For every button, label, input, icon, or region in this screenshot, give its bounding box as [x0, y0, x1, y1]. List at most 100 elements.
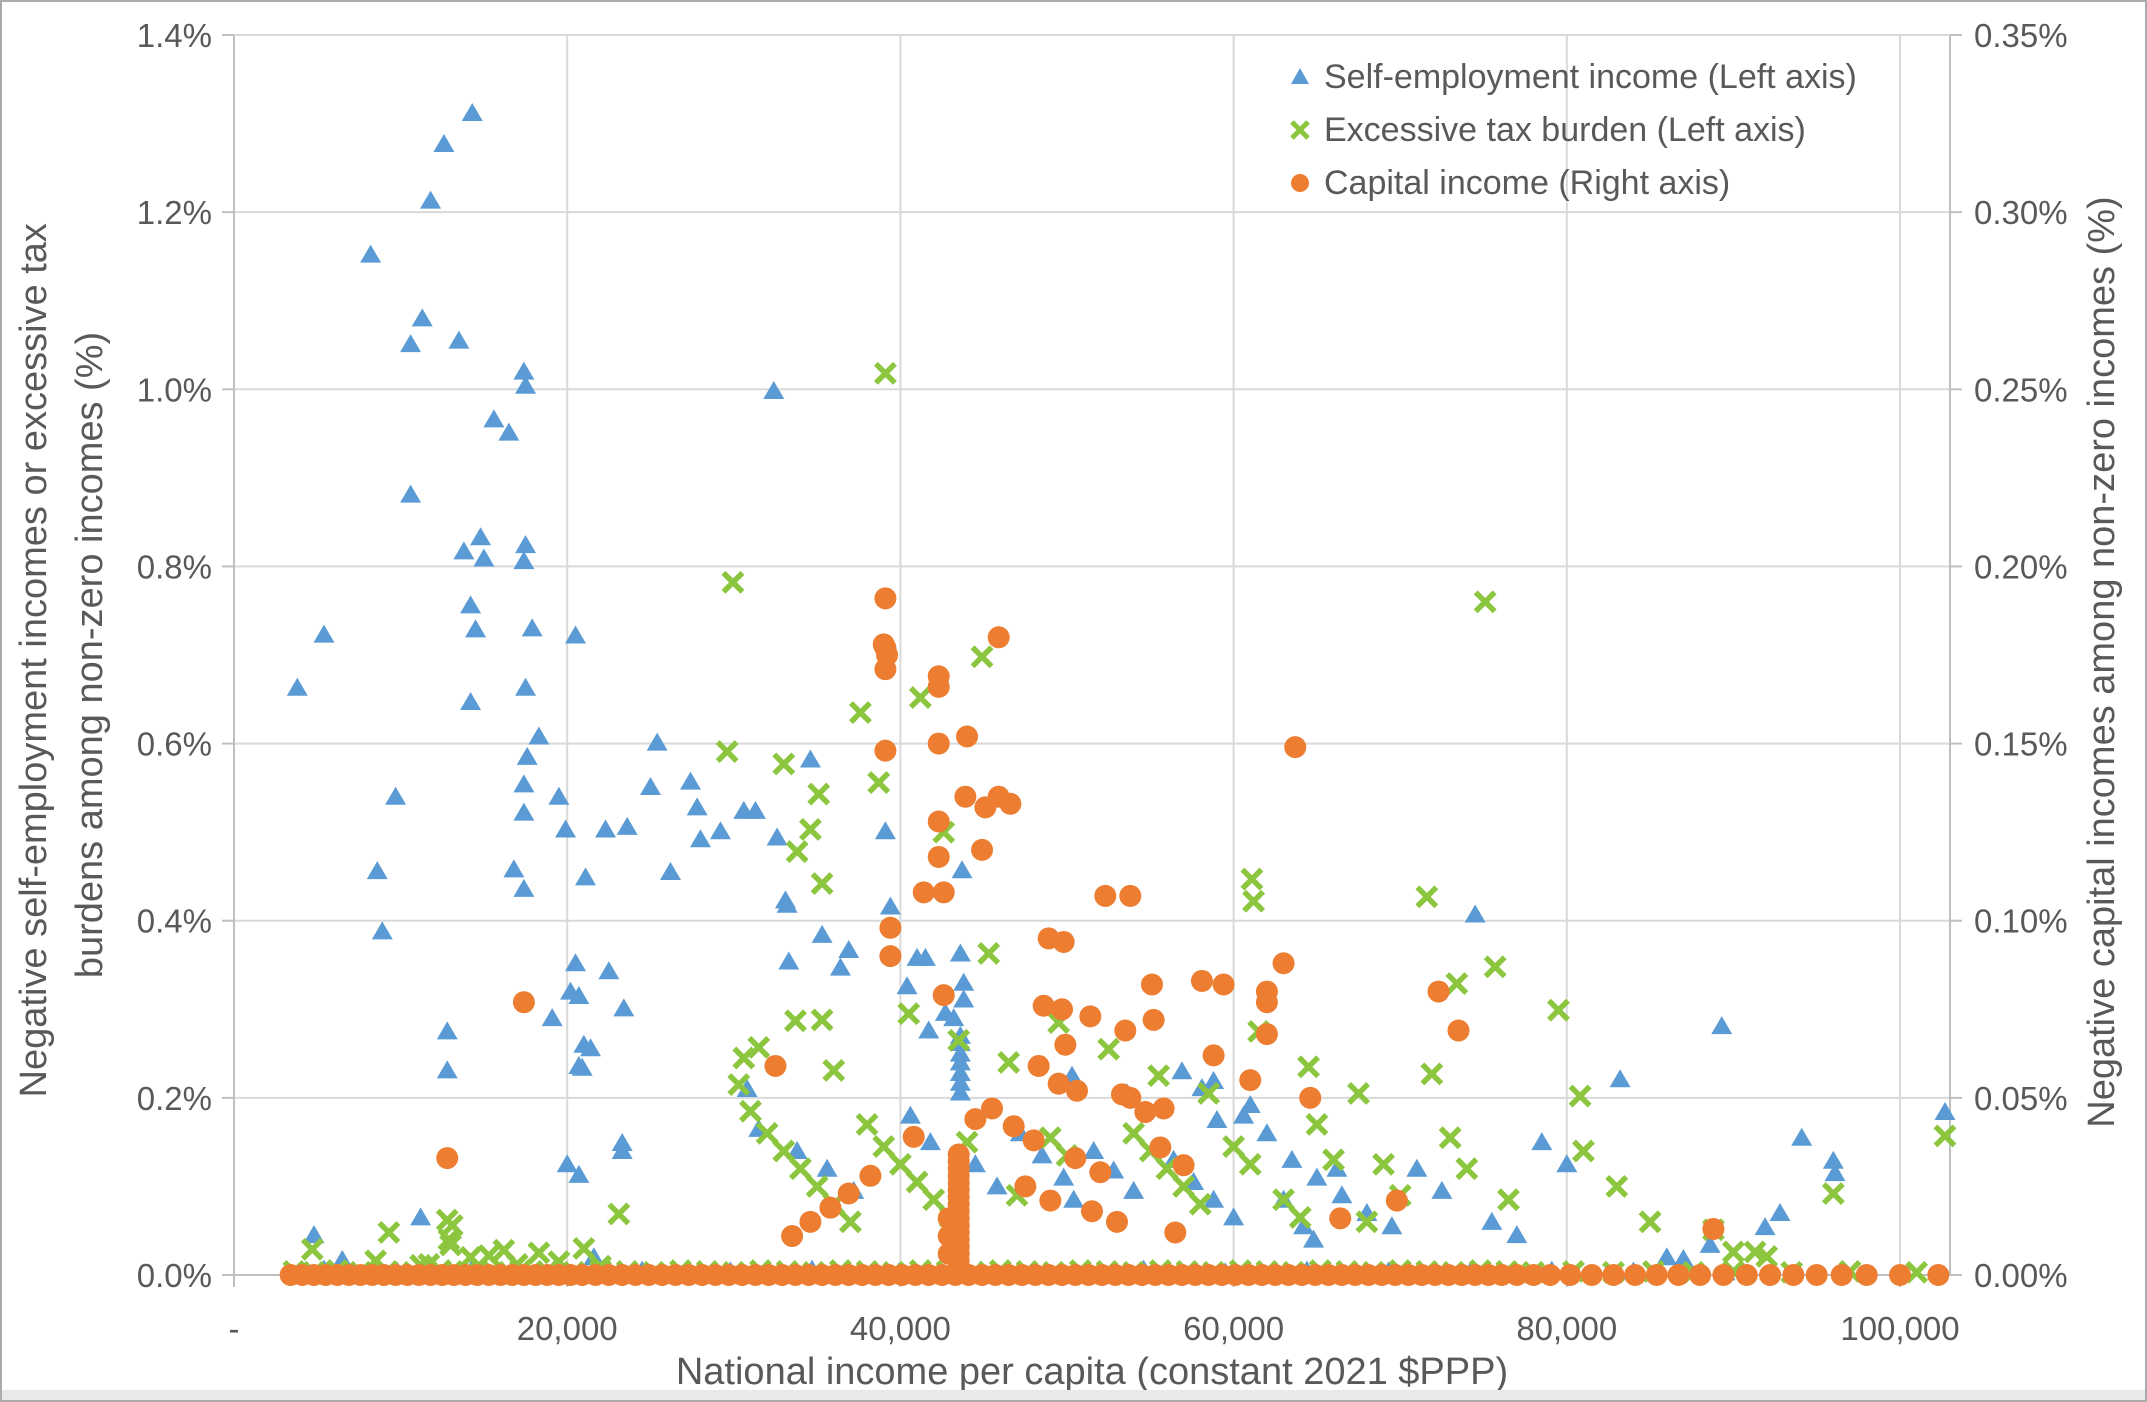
point-tax-burden: [1445, 972, 1469, 996]
point-tax-burden: [848, 701, 872, 725]
point-self-employment: [1381, 1216, 1403, 1235]
right-tick-label: 0.25%: [1974, 371, 2068, 408]
point-self-employment: [1063, 1189, 1085, 1208]
point-tax-burden: [1755, 1244, 1779, 1268]
left-tick-label: 0.0%: [137, 1257, 212, 1294]
point-self-employment: [460, 691, 482, 710]
point-self-employment: [568, 1164, 590, 1183]
point-self-employment: [640, 776, 661, 795]
point-tax-burden: [739, 1099, 762, 1123]
point-capital-income: [1064, 1147, 1087, 1170]
point-capital-income: [937, 1225, 960, 1248]
point-capital-income: [1202, 1044, 1225, 1067]
point-tax-burden: [1721, 1240, 1745, 1264]
point-capital-income: [912, 881, 935, 904]
point-capital-income: [799, 1210, 822, 1233]
point-self-employment: [555, 819, 577, 838]
point-capital-income: [1047, 1072, 1070, 1095]
point-self-employment: [1609, 1069, 1631, 1088]
point-self-employment: [448, 330, 470, 349]
point-self-employment: [879, 896, 901, 915]
point-capital-income: [1140, 973, 1163, 996]
point-tax-burden: [1473, 590, 1497, 614]
x-tick-label: 40,000: [850, 1310, 951, 1347]
point-tax-burden: [810, 1008, 834, 1032]
point-self-employment: [1824, 1163, 1846, 1182]
circle-marker-icon: [1291, 174, 1309, 192]
point-self-employment: [611, 1141, 633, 1159]
point-tax-burden: [1297, 1055, 1321, 1079]
point-tax-burden: [1933, 1124, 1957, 1148]
point-self-employment: [919, 1132, 941, 1151]
point-capital-income: [1089, 1161, 1112, 1184]
point-tax-burden: [807, 782, 831, 806]
point-self-employment: [914, 947, 936, 966]
point-self-employment: [953, 972, 975, 991]
point-capital-income: [987, 626, 1010, 649]
point-self-employment: [613, 998, 635, 1017]
point-tax-burden: [1222, 1135, 1246, 1159]
point-tax-burden: [855, 1112, 879, 1136]
point-tax-burden: [1821, 1182, 1845, 1205]
point-self-employment: [360, 244, 382, 263]
point-capital-income: [1580, 1264, 1603, 1286]
point-self-employment: [799, 749, 821, 768]
point-self-employment: [899, 1105, 921, 1124]
point-self-employment: [1531, 1132, 1553, 1151]
point-self-employment: [1293, 1216, 1315, 1235]
point-capital-income: [902, 1125, 925, 1148]
point-tax-burden: [1197, 1081, 1221, 1105]
point-self-employment: [778, 951, 800, 970]
point-tax-burden: [977, 942, 1001, 965]
point-self-employment: [776, 894, 798, 913]
point-tax-burden: [732, 1046, 756, 1070]
point-self-employment: [689, 829, 711, 848]
point-self-employment: [1223, 1207, 1245, 1226]
x-tick-label: 60,000: [1183, 1310, 1284, 1347]
point-capital-income: [1054, 1033, 1077, 1056]
point-self-employment: [565, 953, 587, 972]
point-self-employment: [498, 422, 520, 441]
point-self-employment: [949, 1063, 971, 1082]
point-self-employment: [410, 1207, 432, 1226]
point-self-employment: [513, 878, 535, 897]
legend-item-self-employment-income[interactable]: Self-employment income (Left axis): [1291, 58, 1857, 96]
point-self-employment: [816, 1158, 838, 1177]
legend-item-capital-income[interactable]: Capital income (Right axis): [1291, 164, 1730, 202]
right-y-axis-title: Negative capital incomes among non-zero …: [2081, 196, 2123, 1127]
left-tick-label: 1.4%: [137, 17, 212, 54]
x-tick-label: 100,000: [1840, 1310, 1959, 1347]
point-self-employment: [766, 827, 788, 846]
point-capital-income: [1667, 1264, 1690, 1286]
point-self-employment: [400, 334, 422, 353]
point-tax-burden: [822, 1058, 846, 1082]
legend-label: Capital income (Right axis): [1324, 164, 1730, 202]
point-tax-burden: [572, 1236, 596, 1260]
point-self-employment: [1083, 1141, 1105, 1159]
point-self-employment: [1672, 1249, 1694, 1268]
point-capital-income: [1712, 1264, 1735, 1286]
point-self-employment: [513, 802, 535, 821]
point-self-employment: [436, 1021, 458, 1040]
point-self-employment: [556, 1154, 578, 1173]
data-points: [279, 102, 1957, 1286]
point-tax-burden: [1415, 885, 1439, 909]
point-tax-burden: [772, 1139, 796, 1163]
point-self-employment: [1464, 904, 1486, 923]
point-capital-income: [1022, 1129, 1045, 1152]
x-axis-title: National income per capita (constant 202…: [676, 1351, 1508, 1393]
point-self-employment: [366, 861, 388, 880]
point-self-employment: [1281, 1149, 1303, 1168]
triangle-marker-icon: [1291, 68, 1309, 84]
point-capital-income: [1212, 973, 1235, 996]
point-self-employment: [1699, 1234, 1721, 1253]
point-self-employment: [473, 548, 495, 567]
point-self-employment: [986, 1176, 1008, 1195]
point-tax-burden: [607, 1202, 631, 1226]
point-self-employment: [736, 1079, 758, 1097]
point-capital-income: [1039, 1189, 1062, 1212]
legend-item-excessive-tax-burden[interactable]: Excessive tax burden (Left axis): [1290, 111, 1806, 149]
point-capital-income: [999, 792, 1022, 815]
point-capital-income: [1239, 1069, 1262, 1092]
point-self-employment: [1822, 1150, 1844, 1169]
